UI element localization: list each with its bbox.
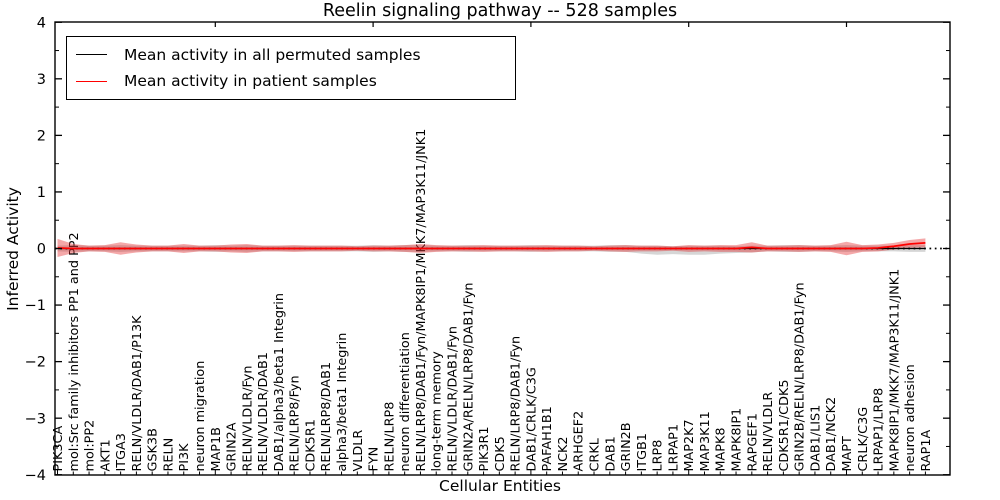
x-category-label: RELN/VLDLR/DAB1 — [256, 352, 271, 471]
x-category-label: LRPAP1 — [666, 424, 681, 472]
x-category-label: RELN/LRP8/DAB1 — [319, 362, 334, 472]
x-category-label: CRKL — [588, 437, 603, 471]
x-category-label: DAB1/CRLK/C3G — [524, 367, 539, 471]
x-category-label: RELN/LRP8 — [382, 402, 397, 472]
legend-entry-patient: Mean activity in patient samples — [67, 72, 515, 90]
x-category-label: CDK5 — [493, 436, 508, 471]
patient-mean-line — [57, 241, 926, 250]
x-category-label: GRIN2B/RELN/LRP8/DAB1/Fyn — [793, 282, 808, 471]
legend-label-permuted: Mean activity in all permuted samples — [124, 45, 421, 64]
x-category-label: MAP2K7 — [682, 419, 697, 471]
x-category-label: mol:PP2 — [83, 420, 98, 472]
x-category-label: mol:Src family inhibitors PP1 and PP2 — [67, 232, 82, 471]
x-category-label: PIK3R1 — [477, 426, 492, 471]
x-category-label: GSK3B — [146, 428, 161, 471]
y-axis-label: Inferred Activity — [4, 187, 22, 311]
x-category-label: RELN/LRP8/DAB1/Fyn/MAPK8IP1/MKK7/MAP3K11… — [414, 129, 429, 472]
legend-line-patient-icon — [76, 80, 107, 82]
x-category-label: GRIN2B — [619, 422, 634, 471]
y-tick-label: 0 — [37, 242, 46, 258]
x-category-label: GRIN2A — [225, 422, 240, 471]
x-category-label: VLDLR — [351, 430, 366, 472]
x-category-label: GRIN2A/RELN/LRP8/DAB1/Fyn — [461, 282, 476, 471]
y-tick-label: −1 — [25, 298, 46, 314]
x-category-label: MAPT — [840, 436, 855, 472]
x-category-label: ITGA3 — [114, 433, 129, 471]
x-category-label: RELN/LRP8/Fyn — [288, 375, 303, 471]
y-tick-label: 2 — [37, 128, 46, 144]
x-category-label: long-term memory — [430, 351, 445, 472]
y-tick-label: −4 — [25, 468, 46, 484]
x-category-label: DAB1/LIS1 — [808, 405, 823, 472]
x-category-label: LRPAP1/LRP8 — [872, 388, 887, 472]
y-tick-label: −3 — [25, 411, 46, 427]
x-category-label: CDK5R1 — [303, 419, 318, 471]
legend-entry-permuted: Mean activity in all permuted samples — [67, 46, 515, 64]
x-category-label: MAPK8IP1/MKK7/MAP3K11/JNK1 — [887, 269, 902, 472]
x-category-label: PIK3CA — [51, 426, 66, 472]
x-category-label: CDK5R1/CDK5 — [777, 380, 792, 472]
y-tick-label: 1 — [37, 185, 46, 201]
x-category-label: RELN/VLDLR/Fyn — [240, 366, 255, 472]
x-category-label: RELN — [161, 438, 176, 472]
x-category-label: MAPK8 — [714, 427, 729, 471]
y-tick-label: −2 — [25, 355, 46, 371]
x-category-label: NCK2 — [556, 436, 571, 471]
x-category-label: CRLK/C3G — [856, 407, 871, 472]
y-tick-label: 3 — [37, 72, 46, 88]
x-category-label: MAP1B — [209, 427, 224, 471]
legend-line-permuted-icon — [76, 54, 107, 56]
x-category-label: ARHGEF2 — [572, 411, 587, 472]
x-category-label: AKT1 — [98, 439, 113, 471]
x-category-label: PI3K — [177, 443, 192, 472]
permuted-band — [57, 245, 926, 255]
x-category-label: RELN/VLDLR/DAB1/P13K — [130, 315, 145, 472]
x-category-label: alpha3/beta1 Integrin — [335, 333, 350, 472]
x-category-label: LRP8 — [651, 440, 666, 472]
x-category-label: PAFAH1B1 — [540, 406, 555, 471]
x-category-label: neuron differentiation — [398, 332, 413, 471]
x-category-label: RELN/VLDLR/DAB1/Fyn — [445, 326, 460, 472]
x-category-label: RAPGEF1 — [745, 413, 760, 471]
legend: Mean activity in all permuted samples Me… — [66, 36, 516, 100]
legend-label-patient: Mean activity in patient samples — [124, 72, 377, 91]
x-category-label: DAB1 — [603, 436, 618, 471]
x-category-label: RELN/VLDLR — [761, 392, 776, 472]
x-category-label: neuron migration — [193, 361, 208, 472]
x-category-label: DAB1/NCK2 — [824, 397, 839, 472]
y-tick-label: 4 — [37, 15, 46, 31]
x-category-label: RELN/LRP8/DAB1/Fyn — [509, 336, 524, 472]
x-category-label: MAP3K11 — [698, 411, 713, 471]
x-category-label: MAPK8IP1 — [730, 408, 745, 472]
x-category-label: neuron adhesion — [903, 364, 918, 471]
chart-title: Reelin signaling pathway -- 528 samples — [322, 1, 678, 21]
x-category-label: ITGB1 — [635, 433, 650, 471]
x-category-label: DAB1/alpha3/beta1 Integrin — [272, 293, 287, 471]
x-category-label: RAP1A — [919, 430, 934, 472]
x-axis-label: Cellular Entities — [439, 477, 561, 495]
x-category-label: FYN — [367, 447, 382, 472]
